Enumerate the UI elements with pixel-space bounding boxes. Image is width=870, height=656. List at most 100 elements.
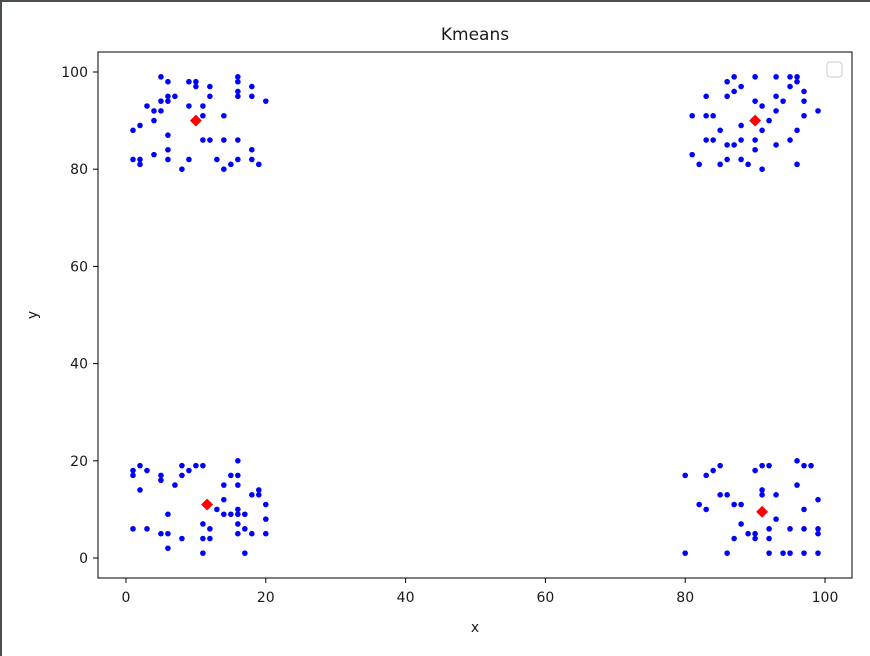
- data-point: [787, 83, 793, 90]
- data-point: [158, 472, 164, 479]
- data-point: [731, 74, 737, 80]
- data-point: [263, 98, 269, 104]
- data-point: [235, 137, 241, 143]
- data-point: [815, 550, 821, 556]
- data-point: [172, 482, 178, 488]
- data-point: [235, 93, 241, 100]
- data-point: [200, 535, 206, 542]
- x-tick-label: 20: [257, 590, 275, 606]
- data-point: [228, 472, 234, 479]
- data-point: [144, 526, 150, 532]
- data-point: [752, 137, 758, 143]
- y-axis: 0 20 40 60 80 100: [61, 65, 98, 567]
- data-point: [179, 535, 185, 542]
- data-point: [759, 166, 765, 172]
- data-point: [200, 103, 206, 109]
- data-point: [158, 98, 164, 104]
- data-point: [249, 93, 255, 100]
- data-point: [752, 530, 758, 537]
- data-point: [207, 535, 213, 542]
- data-point: [179, 462, 185, 469]
- data-point: [263, 501, 269, 508]
- data-point: [137, 122, 143, 129]
- data-point: [249, 83, 255, 90]
- data-point: [263, 530, 269, 537]
- data-point: [130, 156, 136, 163]
- data-point: [235, 530, 241, 537]
- y-tick-label: 0: [79, 551, 88, 567]
- data-point: [794, 161, 800, 168]
- data-point: [235, 511, 241, 518]
- data-point: [731, 142, 737, 148]
- data-point: [682, 472, 688, 479]
- data-point: [235, 521, 241, 527]
- data-point: [158, 530, 164, 537]
- data-point: [703, 472, 709, 479]
- data-point: [165, 93, 171, 100]
- data-point: [731, 88, 737, 95]
- data-point: [738, 83, 744, 90]
- x-tick-label: 80: [676, 590, 694, 606]
- data-point: [179, 472, 185, 479]
- data-point: [780, 98, 786, 104]
- data-point: [724, 492, 730, 498]
- data-point: [787, 526, 793, 532]
- data-point: [221, 511, 227, 518]
- data-point: [801, 526, 807, 532]
- data-point: [759, 487, 765, 493]
- data-point: [766, 117, 772, 124]
- data-point: [689, 151, 695, 158]
- data-point: [221, 496, 227, 503]
- data-point: [801, 506, 807, 513]
- data-point: [235, 458, 241, 464]
- data-point: [130, 472, 136, 479]
- x-axis: 0 20 40 60 80 100: [122, 578, 838, 606]
- data-point: [724, 550, 730, 556]
- data-point: [703, 137, 709, 143]
- data-point: [214, 506, 220, 513]
- data-point: [256, 492, 262, 498]
- data-point: [130, 127, 136, 134]
- data-point: [235, 482, 241, 488]
- data-point: [235, 472, 241, 479]
- data-point: [773, 74, 779, 80]
- data-point: [703, 93, 709, 100]
- data-point: [186, 467, 192, 474]
- data-point: [780, 550, 786, 556]
- data-point: [214, 156, 220, 163]
- data-point: [235, 74, 241, 80]
- x-tick-label: 40: [397, 590, 415, 606]
- data-point: [207, 526, 213, 532]
- data-point: [186, 156, 192, 163]
- data-point: [717, 127, 723, 134]
- data-point: [151, 151, 157, 158]
- data-point: [801, 88, 807, 95]
- data-point: [689, 112, 695, 119]
- data-point: [815, 496, 821, 503]
- data-point: [165, 511, 171, 518]
- data-point: [130, 526, 136, 532]
- x-tick-label: 0: [122, 590, 131, 606]
- data-point: [752, 467, 758, 474]
- data-point: [794, 482, 800, 488]
- data-point: [172, 93, 178, 100]
- data-point: [228, 511, 234, 518]
- data-point: [696, 161, 702, 168]
- data-point: [207, 83, 213, 90]
- data-point: [752, 535, 758, 542]
- data-point: [773, 108, 779, 114]
- data-point: [794, 127, 800, 134]
- data-point: [207, 93, 213, 100]
- data-point: [193, 78, 199, 85]
- centroid-marker: [201, 498, 214, 511]
- data-point: [815, 526, 821, 532]
- data-point: [137, 161, 143, 168]
- data-point: [745, 530, 751, 537]
- data-point: [144, 467, 150, 474]
- data-point: [256, 161, 262, 168]
- data-point: [759, 492, 765, 498]
- data-point: [794, 74, 800, 80]
- data-point: [221, 482, 227, 488]
- data-point: [773, 142, 779, 148]
